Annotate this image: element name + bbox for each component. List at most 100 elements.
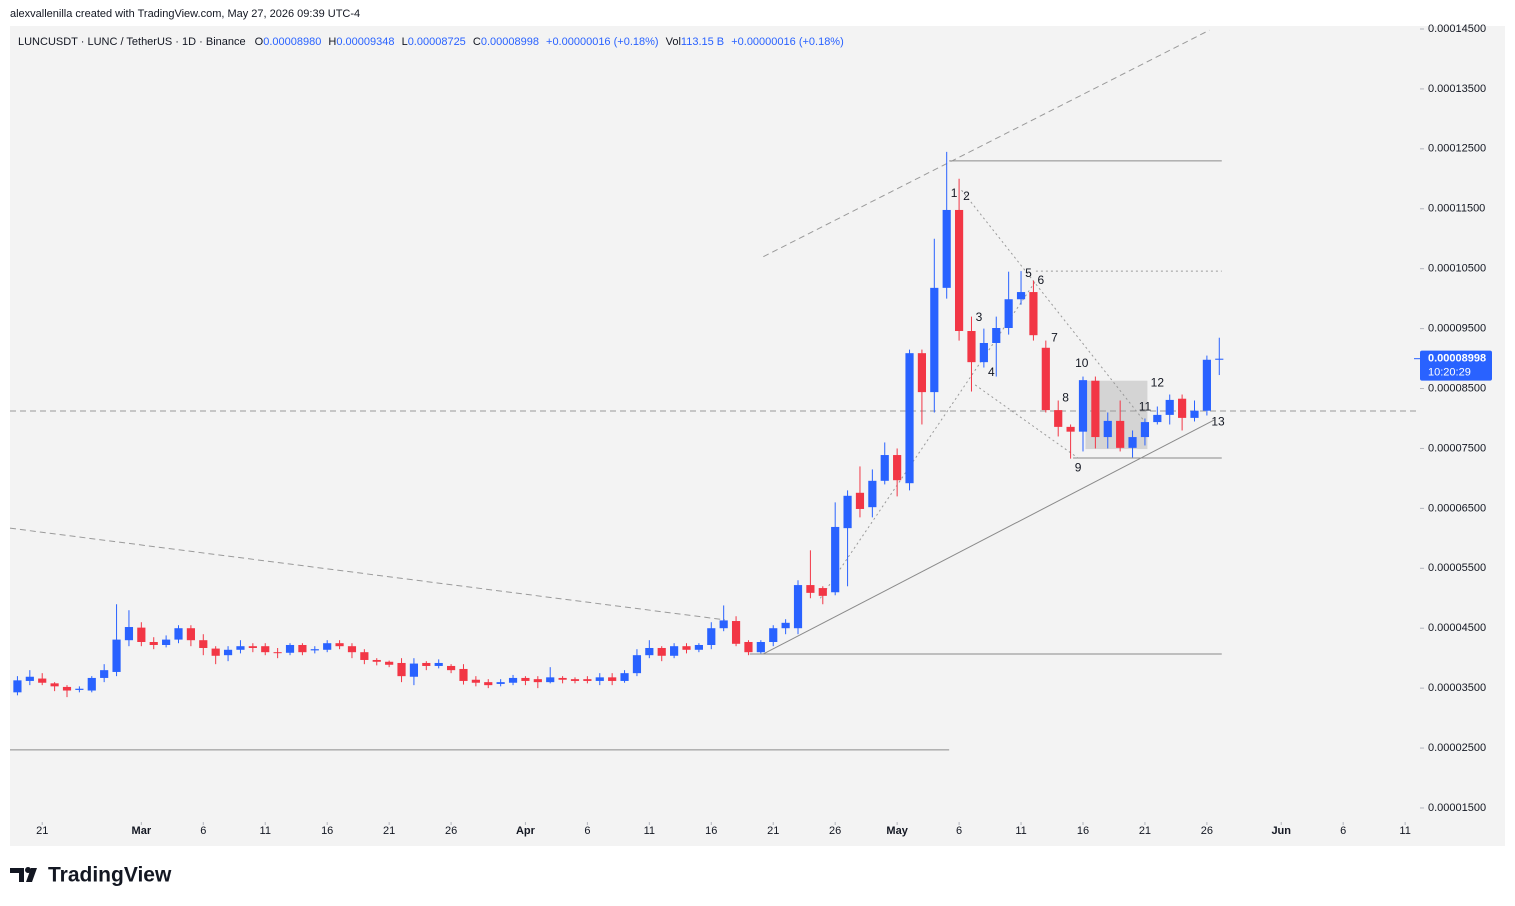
candle-body xyxy=(533,679,542,683)
y-tick-label: 0.00011500 xyxy=(1428,203,1485,215)
open-label: O xyxy=(255,36,264,48)
low-label: L xyxy=(402,36,408,48)
volume-value: 113.15 B xyxy=(681,36,724,48)
candle-body xyxy=(62,686,72,691)
candle-body xyxy=(310,649,319,651)
trend-line xyxy=(763,419,1215,655)
trend-line xyxy=(819,280,1037,599)
candle-body xyxy=(484,682,493,686)
candle-body xyxy=(744,641,753,653)
candle-body xyxy=(298,644,307,653)
candle-body xyxy=(608,677,617,681)
candle-body xyxy=(868,480,877,508)
candle-body xyxy=(954,209,964,332)
close-label: C xyxy=(473,36,481,48)
x-tick-label: 26 xyxy=(445,825,457,837)
y-tick-label: 0.00004500 xyxy=(1428,622,1486,634)
candle-body xyxy=(273,652,282,654)
candle-body xyxy=(75,688,84,690)
y-tick-label: 0.00005500 xyxy=(1428,562,1486,574)
candle-body xyxy=(521,677,530,681)
candle-body xyxy=(149,641,158,645)
candle-body xyxy=(25,676,34,681)
wave-label: 5 xyxy=(1025,266,1032,280)
candle-body xyxy=(38,678,47,683)
trend-line xyxy=(763,29,1210,258)
x-tick-label: 11 xyxy=(1015,825,1026,837)
candle-body xyxy=(756,641,765,653)
candle-body xyxy=(1116,420,1125,448)
last-price-label: 0.00008998 xyxy=(1428,353,1486,365)
logo: TradingView xyxy=(10,864,172,887)
y-tick-label: 0.00002500 xyxy=(1428,742,1486,754)
close-value: 0.00008998 xyxy=(481,36,539,48)
candle-body xyxy=(347,646,357,653)
candle-body xyxy=(409,663,419,677)
candle-body xyxy=(806,585,815,593)
candle-body xyxy=(942,209,951,288)
candle-body xyxy=(992,328,1001,343)
candle-body xyxy=(211,648,220,656)
candle-body xyxy=(843,495,852,529)
candle-body xyxy=(397,662,406,677)
candle-body xyxy=(793,585,803,629)
candle-body xyxy=(1153,414,1162,423)
y-tick-label: 0.00008500 xyxy=(1428,382,1486,394)
x-tick-label: 11 xyxy=(260,825,271,837)
trend-line xyxy=(974,384,1079,459)
candle-body xyxy=(620,673,629,681)
x-tick-label: 6 xyxy=(956,825,962,837)
candle-body xyxy=(769,628,778,642)
x-tick-label: 16 xyxy=(705,825,717,837)
candle-body xyxy=(496,682,505,684)
wave-label: 7 xyxy=(1051,330,1058,344)
candle-body xyxy=(1078,380,1088,432)
wave-label: 6 xyxy=(1038,273,1045,287)
candle-body xyxy=(236,646,245,650)
candle-body xyxy=(558,677,567,680)
symbol-legend: LUNCUSDT · LUNC / TetherUS · 1D · Binanc… xyxy=(18,36,844,48)
x-tick-label: 21 xyxy=(383,825,395,837)
candle-body xyxy=(87,677,96,691)
candle-body xyxy=(261,646,270,653)
y-tick-label: 0.00010500 xyxy=(1428,263,1486,275)
candle-body xyxy=(1091,380,1100,438)
candle-body xyxy=(223,649,233,656)
candle-body xyxy=(186,628,195,641)
candle-body xyxy=(583,679,592,681)
x-tick-label: 16 xyxy=(1077,825,1089,837)
candle-body xyxy=(831,526,840,593)
candle-body xyxy=(645,647,654,656)
candle-body xyxy=(13,680,22,693)
candle-body xyxy=(682,646,691,650)
wave-label: 3 xyxy=(976,310,983,324)
y-tick-label: 0.00014500 xyxy=(1428,23,1486,35)
x-tick-label: Apr xyxy=(516,825,536,837)
candle-body xyxy=(967,331,976,363)
symbol: LUNCUSDT · LUNC / TetherUS · 1D · Binanc… xyxy=(18,36,246,48)
x-tick-label: 11 xyxy=(1399,825,1410,837)
x-tick-label: 26 xyxy=(829,825,841,837)
x-tick-label: 6 xyxy=(200,825,206,837)
volume-label: Vol xyxy=(666,36,681,48)
last-price-box xyxy=(1420,350,1492,381)
candle-body xyxy=(979,342,988,363)
candle-body xyxy=(546,677,555,683)
candle-body xyxy=(372,659,381,662)
wave-label: 10 xyxy=(1075,356,1089,370)
high-value: 0.00009348 xyxy=(336,36,394,48)
candle-body xyxy=(1029,292,1038,336)
candle-body xyxy=(694,644,703,650)
candle-body xyxy=(905,353,914,484)
candle-body xyxy=(707,628,716,645)
candle-body xyxy=(248,646,257,648)
wave-label: 11 xyxy=(1139,399,1152,413)
y-tick-label: 0.00003500 xyxy=(1428,682,1486,694)
candle-body xyxy=(459,668,468,681)
x-tick-label: 11 xyxy=(644,825,655,837)
x-tick-label: 21 xyxy=(1139,825,1151,837)
candle-body xyxy=(508,677,518,683)
candle-body xyxy=(162,639,171,645)
candle-body xyxy=(323,643,332,650)
